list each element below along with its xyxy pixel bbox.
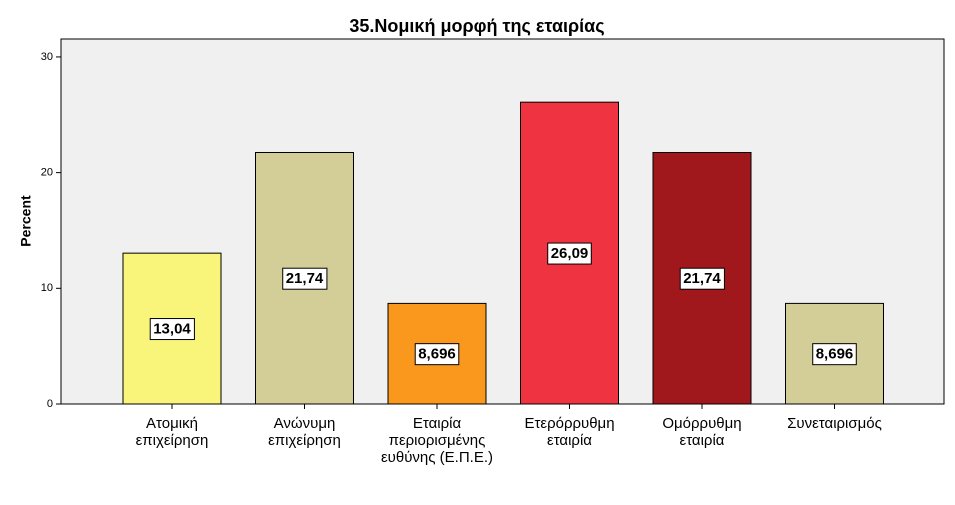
x-tick-label: επιχείρηση xyxy=(268,432,341,449)
value-label-box xyxy=(282,267,328,290)
value-label: 8,696 xyxy=(418,346,456,363)
x-tick-label: Συνεταιρισμός xyxy=(787,415,882,432)
x-tick-label: εταιρία xyxy=(547,432,592,449)
y-tick-label: 0 xyxy=(47,398,53,410)
y-axis-label: Percent xyxy=(18,195,34,247)
value-label-box xyxy=(547,242,592,265)
x-tick-label: περιορισμένης xyxy=(389,432,486,449)
y-tick-label: 10 xyxy=(41,282,53,294)
value-label: 26,09 xyxy=(551,245,589,262)
value-label: 8,696 xyxy=(816,346,854,363)
x-tick-label: ευθύνης (Ε.Π.Ε.) xyxy=(381,449,493,466)
x-tick-label: Ετερόρρυθμη xyxy=(524,415,614,432)
value-label-box xyxy=(414,343,460,366)
x-tick-label: Εταιρία xyxy=(413,415,462,432)
chart-title: 35.Νομική μορφή της εταιρίας xyxy=(349,16,604,36)
value-label: 13,04 xyxy=(153,321,191,338)
x-tick-label: επιχείρηση xyxy=(136,432,209,449)
x-tick-label: Ανώνυμη xyxy=(274,415,336,432)
x-tick-label: Ατομική xyxy=(146,415,198,432)
y-tick-label: 20 xyxy=(41,167,53,179)
value-label-box xyxy=(812,343,857,366)
y-tick-label: 30 xyxy=(41,51,53,63)
value-label-box xyxy=(149,318,195,341)
value-label: 21,74 xyxy=(286,270,324,287)
value-label-box xyxy=(679,267,725,290)
x-tick-label: εταιρία xyxy=(680,432,725,449)
x-tick-label: Ομόρρυθμη xyxy=(662,415,741,432)
value-label: 21,74 xyxy=(683,270,721,287)
